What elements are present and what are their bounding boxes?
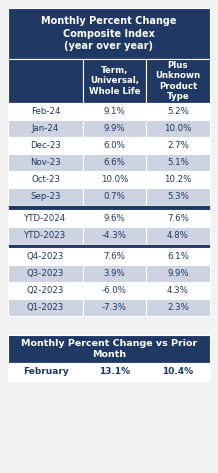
Bar [83,137,146,154]
Text: -4.3%: -4.3% [102,230,127,240]
Bar [8,282,83,299]
Bar [83,265,146,282]
Bar [8,363,83,381]
Text: 2.7%: 2.7% [167,140,189,150]
Bar [8,265,83,282]
Bar [8,205,210,210]
Text: YTD-2024: YTD-2024 [24,213,67,223]
Text: February: February [23,367,68,377]
Bar [83,171,146,188]
Text: 9.9%: 9.9% [104,123,125,133]
Bar [8,171,83,188]
Text: Q4-2023: Q4-2023 [27,252,64,262]
Bar [83,103,146,120]
Bar [83,282,146,299]
Text: 0.7%: 0.7% [104,192,126,201]
Bar [146,120,210,137]
Bar [146,154,210,171]
Bar [146,188,210,205]
Bar [8,227,83,244]
Bar [146,299,210,316]
Bar [83,248,146,265]
Text: 9.9%: 9.9% [167,269,189,279]
Text: 13.1%: 13.1% [99,367,130,377]
Text: 5.1%: 5.1% [167,158,189,167]
Bar [8,299,83,316]
Text: -6.0%: -6.0% [102,286,127,296]
Text: 10.4%: 10.4% [162,367,194,377]
Bar [83,227,146,244]
Text: Nov-23: Nov-23 [30,158,61,167]
Text: 2.3%: 2.3% [167,303,189,313]
Bar [8,8,210,59]
Text: 9.6%: 9.6% [104,213,125,223]
Bar [146,248,210,265]
Text: 10.0%: 10.0% [164,123,192,133]
Bar [83,299,146,316]
Bar [8,248,83,265]
Text: 4.8%: 4.8% [167,230,189,240]
Text: Jan-24: Jan-24 [32,123,59,133]
Bar [8,120,83,137]
Text: Plus
Unknown
Product
Type: Plus Unknown Product Type [155,61,201,101]
Bar [83,154,146,171]
Bar [8,244,210,248]
Text: 6.6%: 6.6% [104,158,126,167]
Text: 6.0%: 6.0% [104,140,126,150]
Bar [8,335,210,363]
Text: Sep-23: Sep-23 [30,192,61,201]
Bar [8,188,83,205]
Bar [8,210,83,227]
Text: 4.3%: 4.3% [167,286,189,296]
Bar [146,282,210,299]
Text: 5.2%: 5.2% [167,106,189,116]
Bar [83,188,146,205]
Text: -7.3%: -7.3% [102,303,127,313]
Text: Monthly Percent Change
Composite Index
(year over year): Monthly Percent Change Composite Index (… [41,16,177,52]
Bar [8,59,83,103]
Text: 6.1%: 6.1% [167,252,189,262]
Text: Q2-2023: Q2-2023 [27,286,64,296]
Text: Term,
Universal,
Whole Life: Term, Universal, Whole Life [89,66,140,96]
Text: YTD-2023: YTD-2023 [24,230,67,240]
Bar [146,210,210,227]
Text: Q3-2023: Q3-2023 [27,269,64,279]
Text: 7.6%: 7.6% [167,213,189,223]
Text: Feb-24: Feb-24 [31,106,60,116]
Bar [146,265,210,282]
Bar [83,120,146,137]
Text: 10.2%: 10.2% [164,175,192,184]
Bar [146,171,210,188]
Text: Q1-2023: Q1-2023 [27,303,64,313]
Text: Oct-23: Oct-23 [31,175,60,184]
Bar [146,103,210,120]
Text: 3.9%: 3.9% [104,269,125,279]
Bar [83,210,146,227]
Text: Monthly Percent Change vs Prior
Month: Monthly Percent Change vs Prior Month [21,339,197,359]
Bar [146,137,210,154]
Text: 7.6%: 7.6% [104,252,126,262]
Bar [83,59,146,103]
Text: Dec-23: Dec-23 [30,140,61,150]
Bar [8,137,83,154]
Text: 5.3%: 5.3% [167,192,189,201]
Text: 10.0%: 10.0% [101,175,128,184]
Text: 9.1%: 9.1% [104,106,125,116]
Bar [146,363,210,381]
Bar [83,363,146,381]
Bar [146,227,210,244]
Bar [8,103,83,120]
Bar [8,154,83,171]
Bar [146,59,210,103]
